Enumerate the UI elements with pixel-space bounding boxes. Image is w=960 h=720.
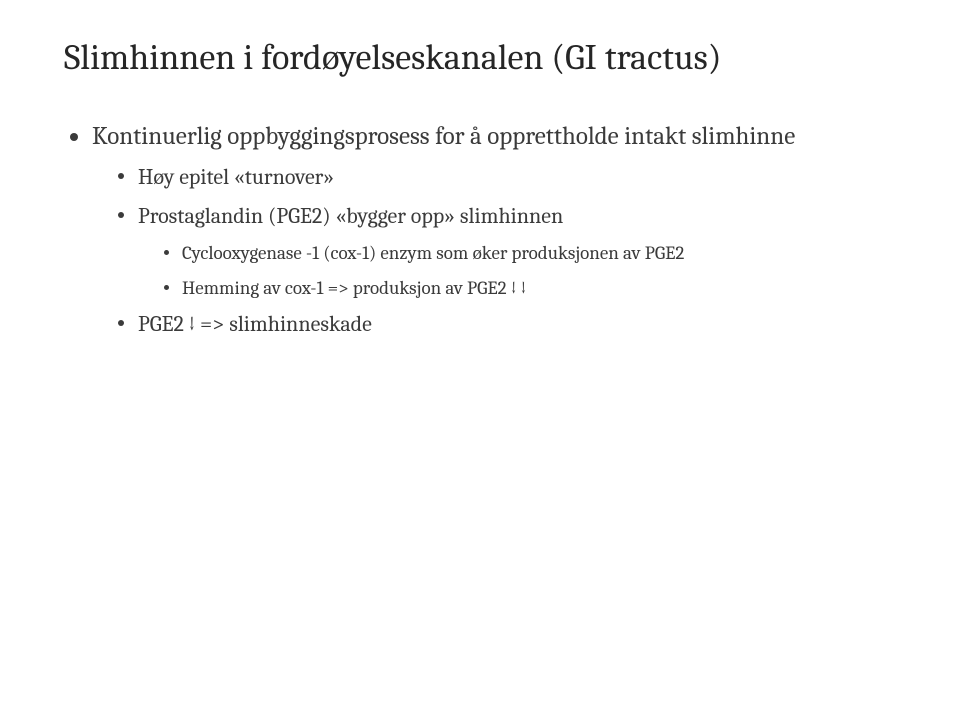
bullet-list-lvl1: Kontinuerlig oppbyggingsprosess for å op… [64, 119, 896, 341]
bullet-text: Cyclooxygenase -1 (cox-1) enzym som øker… [182, 242, 684, 264]
bullet-text: Kontinuerlig oppbyggingsprosess for å op… [92, 122, 795, 151]
bullet-lvl1: Kontinuerlig oppbyggingsprosess for å op… [64, 119, 896, 341]
bullet-text: Høy epitel «turnover» [138, 164, 334, 190]
bullet-list-lvl2: Høy epitel «turnover» Prostaglandin (PGE… [114, 161, 896, 341]
bullet-text: Hemming av cox-1 => produksjon av PGE2 ↓… [182, 277, 526, 299]
bullet-lvl2: PGE2 ↓ => slimhinneskade [114, 308, 896, 341]
bullet-lvl2: Prostaglandin (PGE2) «bygger opp» slimhi… [114, 200, 896, 302]
bullet-list-lvl3: Cyclooxygenase -1 (cox-1) enzym som øker… [160, 239, 896, 302]
bullet-text: PGE2 ↓ => slimhinneskade [138, 311, 372, 337]
slide-title: Slimhinnen i fordøyelseskanalen (GI trac… [64, 36, 896, 79]
bullet-lvl3: Cyclooxygenase -1 (cox-1) enzym som øker… [160, 239, 896, 268]
bullet-text: Prostaglandin (PGE2) «bygger opp» slimhi… [138, 203, 563, 229]
bullet-lvl3: Hemming av cox-1 => produksjon av PGE2 ↓… [160, 274, 896, 303]
slide: Slimhinnen i fordøyelseskanalen (GI trac… [0, 0, 960, 720]
bullet-lvl2: Høy epitel «turnover» [114, 161, 896, 194]
